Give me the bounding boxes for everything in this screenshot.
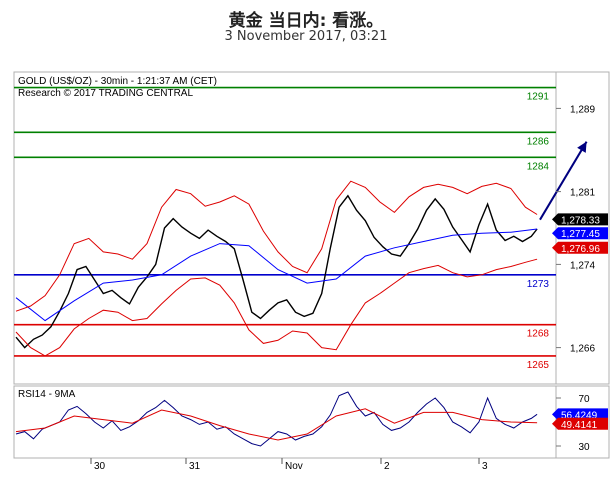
- price-tag-box: [552, 241, 608, 254]
- price-tags: 1,278.33 1,277.45 1,276.96: [552, 213, 608, 255]
- x-axis: 30 31 Nov 2 3: [90, 458, 488, 472]
- level-label-1291: 1291: [527, 92, 550, 103]
- forecast-arrow: [539, 141, 588, 221]
- forecast-arrow-head: [577, 141, 587, 153]
- rsi-tick-label: 30: [578, 442, 590, 453]
- series-line-ma: [15, 228, 538, 322]
- page-title: 黄金 当日内: 看涨。: [228, 11, 384, 31]
- rsi-tag-box: [552, 417, 608, 430]
- price-panel: [13, 71, 610, 385]
- level-label-1286: 1286: [527, 136, 550, 147]
- support-resistance-levels: 1291 1286 1284 1273 1268 1265: [14, 86, 556, 371]
- research-label: Research © 2017 TRADING CENTRAL: [18, 88, 193, 99]
- price-tick-label: 1,281: [570, 188, 595, 199]
- price-axis: 1,266 1,274 1,281 1,289: [556, 104, 595, 355]
- x-tick-label: Nov: [285, 461, 303, 472]
- price-tag-label: 1,276.96: [561, 244, 600, 255]
- x-tick-label: 3: [482, 461, 488, 472]
- rsi-line-rsi: [15, 391, 538, 447]
- price-tag-box: [552, 227, 608, 240]
- series-line-close: [15, 194, 538, 349]
- rsi-tag-box: [552, 408, 608, 421]
- series-line-upper_band: [15, 180, 538, 312]
- rsi-tag-label: 56.4249: [561, 410, 598, 421]
- price-tick-label: 1,266: [570, 344, 595, 355]
- level-label-1284: 1284: [527, 161, 550, 172]
- level-label-1273: 1273: [527, 279, 550, 290]
- chart: 1291 1286 1284 1273 1268 1265 1,266 1,274 1,281…: [13, 71, 610, 472]
- price-series: [15, 180, 538, 357]
- rsi-label: RSI14 - 9MA: [18, 389, 76, 400]
- rsi-tick-label: 70: [578, 394, 590, 405]
- level-label-1265: 1265: [527, 360, 550, 371]
- forecast-arrow-shaft: [539, 141, 588, 221]
- x-tick-label: 31: [189, 461, 201, 472]
- header: 黄金 当日内: 看涨。 3 November 2017, 03:21: [0, 0, 612, 56]
- series-line-lower_band: [15, 258, 538, 357]
- price-tick-label: 1,289: [570, 104, 595, 115]
- price-tag-label: 1,278.33: [561, 215, 600, 226]
- x-tick-label: 2: [384, 461, 390, 472]
- rsi-line-ma: [15, 408, 538, 441]
- price-tag-box: [552, 213, 608, 226]
- page-subtitle: 3 November 2017, 03:21: [224, 29, 388, 44]
- rsi-tag-label: 49.4141: [561, 420, 598, 431]
- price-tick-label: 1,274: [570, 260, 595, 271]
- instrument-label: GOLD (US$/OZ) - 30min - 1:21:37 AM (CET): [18, 76, 217, 87]
- rsi-series: [15, 391, 538, 447]
- price-tag-label: 1,277.45: [561, 229, 600, 240]
- level-label-1268: 1268: [527, 329, 550, 340]
- x-tick-label: 30: [94, 461, 106, 472]
